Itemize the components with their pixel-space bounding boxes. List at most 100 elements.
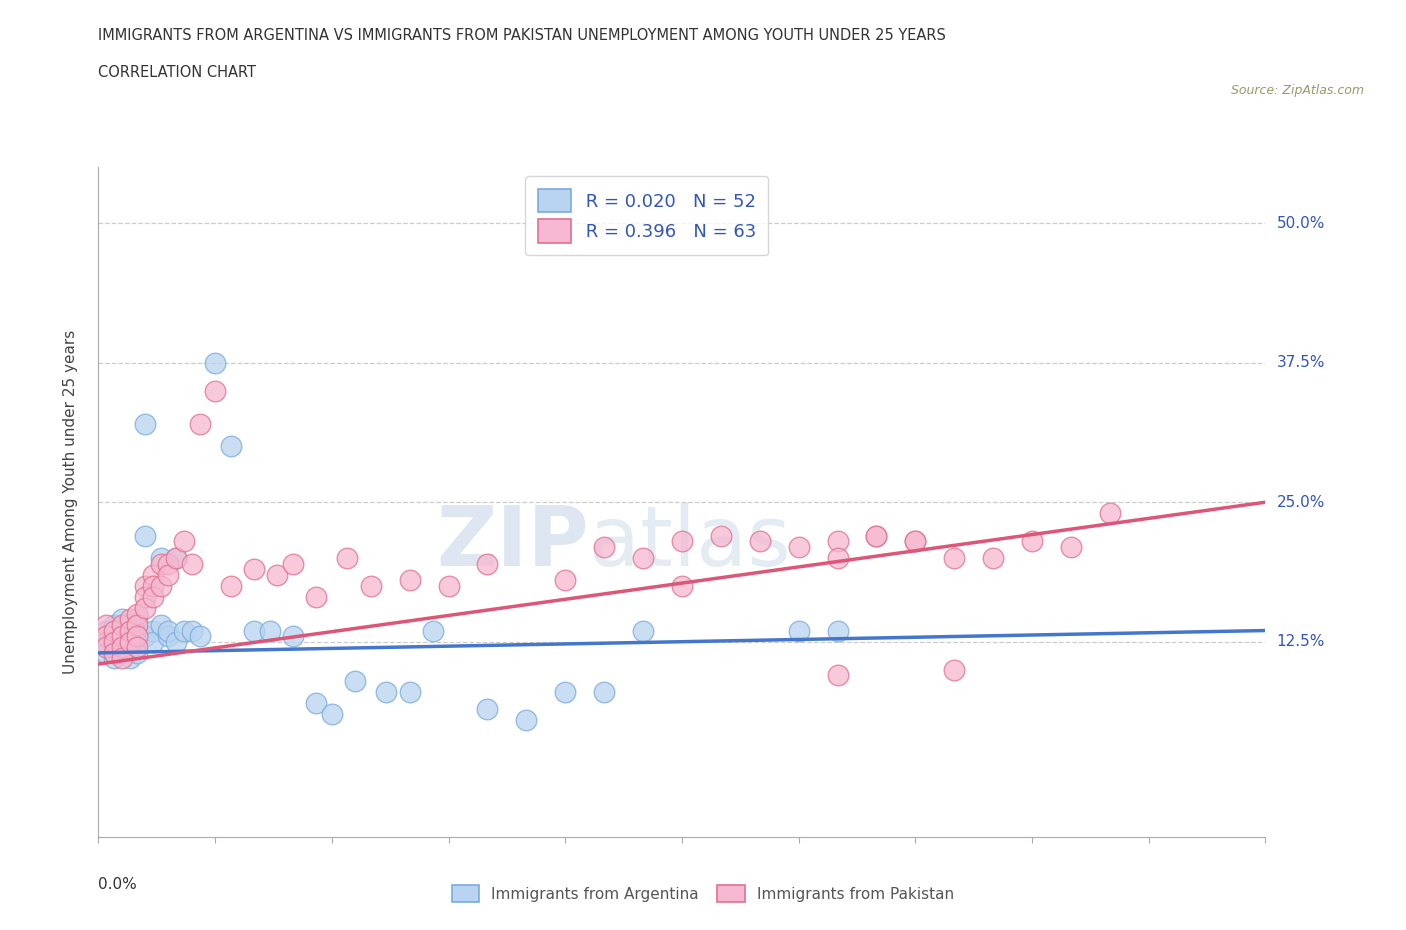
Point: [96, 623, 118, 638]
Point: [631, 623, 654, 638]
Point: [134, 528, 156, 543]
Point: [259, 623, 281, 638]
Point: [305, 696, 328, 711]
Text: 0.0%: 0.0%: [98, 877, 138, 892]
Text: 50.0%: 50.0%: [1277, 216, 1324, 231]
Point: [204, 355, 226, 370]
Point: [165, 634, 187, 649]
Text: atlas: atlas: [589, 502, 790, 583]
Point: [827, 534, 849, 549]
Point: [671, 578, 693, 593]
Point: [827, 551, 849, 565]
Point: [103, 645, 125, 660]
Point: [554, 684, 576, 699]
Point: [103, 623, 125, 638]
Point: [173, 534, 195, 549]
Point: [127, 612, 149, 627]
Point: [281, 556, 304, 571]
Point: [118, 618, 141, 632]
Point: [149, 551, 172, 565]
Point: [134, 590, 156, 604]
Point: [96, 634, 118, 649]
Point: [593, 539, 616, 554]
Point: [111, 618, 134, 632]
Point: [118, 629, 141, 644]
Text: 12.5%: 12.5%: [1277, 634, 1324, 649]
Point: [827, 668, 849, 683]
Point: [671, 534, 693, 549]
Point: [134, 629, 156, 644]
Point: [96, 618, 118, 632]
Point: [111, 629, 134, 644]
Point: [1060, 539, 1083, 554]
Point: [127, 606, 149, 621]
Point: [142, 623, 165, 638]
Point: [422, 623, 444, 638]
Point: [165, 551, 187, 565]
Legend:  R = 0.020   N = 52,  R = 0.396   N = 63: R = 0.020 N = 52, R = 0.396 N = 63: [526, 177, 769, 256]
Point: [127, 640, 149, 655]
Point: [111, 623, 134, 638]
Point: [111, 651, 134, 666]
Point: [281, 629, 304, 644]
Text: CORRELATION CHART: CORRELATION CHART: [98, 65, 256, 80]
Point: [127, 645, 149, 660]
Point: [142, 590, 165, 604]
Point: [943, 662, 966, 677]
Point: [344, 673, 367, 688]
Point: [710, 528, 733, 543]
Point: [127, 623, 149, 638]
Point: [865, 528, 887, 543]
Point: [165, 551, 187, 565]
Point: [157, 556, 180, 571]
Point: [360, 578, 382, 593]
Point: [103, 629, 125, 644]
Point: [127, 629, 149, 644]
Point: [904, 534, 927, 549]
Point: [188, 417, 211, 432]
Point: [554, 573, 576, 588]
Text: 37.5%: 37.5%: [1277, 355, 1324, 370]
Text: IMMIGRANTS FROM ARGENTINA VS IMMIGRANTS FROM PAKISTAN UNEMPLOYMENT AMONG YOUTH U: IMMIGRANTS FROM ARGENTINA VS IMMIGRANTS …: [98, 28, 946, 43]
Text: 25.0%: 25.0%: [1277, 495, 1324, 510]
Point: [593, 684, 616, 699]
Point: [437, 578, 460, 593]
Point: [787, 539, 810, 554]
Point: [103, 640, 125, 655]
Point: [157, 629, 180, 644]
Point: [787, 623, 810, 638]
Point: [149, 578, 172, 593]
Point: [305, 590, 328, 604]
Point: [336, 551, 359, 565]
Point: [111, 612, 134, 627]
Point: [96, 640, 118, 655]
Y-axis label: Unemployment Among Youth under 25 years: Unemployment Among Youth under 25 years: [63, 330, 77, 674]
Point: [748, 534, 770, 549]
Point: [243, 623, 266, 638]
Point: [142, 634, 165, 649]
Point: [127, 634, 149, 649]
Point: [943, 551, 966, 565]
Point: [180, 623, 202, 638]
Legend: Immigrants from Argentina, Immigrants from Pakistan: Immigrants from Argentina, Immigrants fr…: [446, 879, 960, 909]
Point: [96, 645, 118, 660]
Point: [266, 567, 288, 582]
Point: [827, 623, 849, 638]
Point: [631, 551, 654, 565]
Point: [127, 618, 149, 632]
Point: [219, 439, 242, 454]
Text: Source: ZipAtlas.com: Source: ZipAtlas.com: [1230, 84, 1364, 97]
Point: [219, 578, 242, 593]
Point: [398, 573, 420, 588]
Point: [118, 651, 141, 666]
Point: [142, 578, 165, 593]
Point: [103, 634, 125, 649]
Text: ZIP: ZIP: [436, 502, 589, 583]
Point: [515, 712, 537, 727]
Point: [375, 684, 398, 699]
Point: [477, 556, 499, 571]
Point: [111, 640, 134, 655]
Point: [134, 578, 156, 593]
Point: [103, 651, 125, 666]
Point: [96, 629, 118, 644]
